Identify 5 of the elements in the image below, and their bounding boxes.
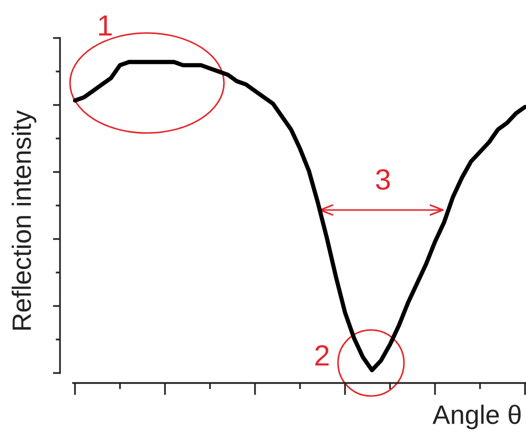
annotation: 3 <box>376 169 390 190</box>
y-axis-title: Reflection intensity <box>12 110 36 330</box>
x-axis-title: Angle θ <box>432 404 521 430</box>
annotation: 2 <box>315 345 329 366</box>
text: 1 <box>99 15 112 36</box>
